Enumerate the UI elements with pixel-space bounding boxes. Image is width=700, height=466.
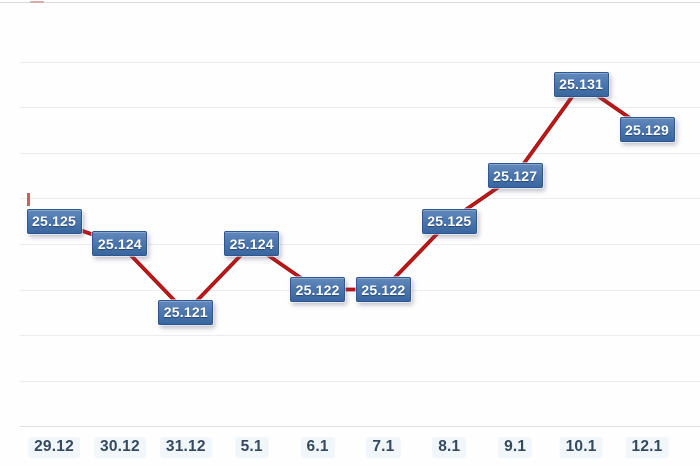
x-tick-label: 12.1 xyxy=(625,437,669,458)
data-point-label: 25.121 xyxy=(158,299,214,325)
data-point-label: 25.124 xyxy=(224,231,280,257)
x-tick-label: 8.1 xyxy=(432,437,467,458)
gridline xyxy=(20,107,700,109)
x-axis-line xyxy=(20,426,700,428)
x-tick-label: 31.12 xyxy=(159,437,212,458)
data-point-label: 25.127 xyxy=(487,163,543,188)
x-tick-label: 29.12 xyxy=(28,437,80,458)
gridline xyxy=(20,243,700,245)
gridline xyxy=(20,380,700,382)
x-tick-label: 5.1 xyxy=(234,437,269,458)
gridline xyxy=(20,198,700,200)
data-point-label: 25.122 xyxy=(355,277,411,302)
x-tick-label: 30.12 xyxy=(93,437,146,458)
data-point-label: 25.124 xyxy=(92,231,148,257)
data-point-label: 25.125 xyxy=(26,208,82,234)
data-point-label: 25.125 xyxy=(421,208,477,234)
gridline xyxy=(20,61,700,63)
top-border-line xyxy=(0,2,700,3)
red-tick-artifact xyxy=(27,193,30,206)
x-tick-label: 10.1 xyxy=(559,437,603,458)
data-point-label: 25.131 xyxy=(553,71,609,97)
gridline xyxy=(20,335,700,337)
gridline xyxy=(20,152,700,154)
x-tick-label: 6.1 xyxy=(300,437,335,458)
x-tick-label: 9.1 xyxy=(498,437,533,458)
top-border-artifact xyxy=(30,1,44,3)
data-point-label: 25.129 xyxy=(619,117,675,143)
x-tick-label: 7.1 xyxy=(366,437,401,458)
data-point-label: 25.122 xyxy=(290,277,346,302)
price-line-path xyxy=(53,82,648,314)
